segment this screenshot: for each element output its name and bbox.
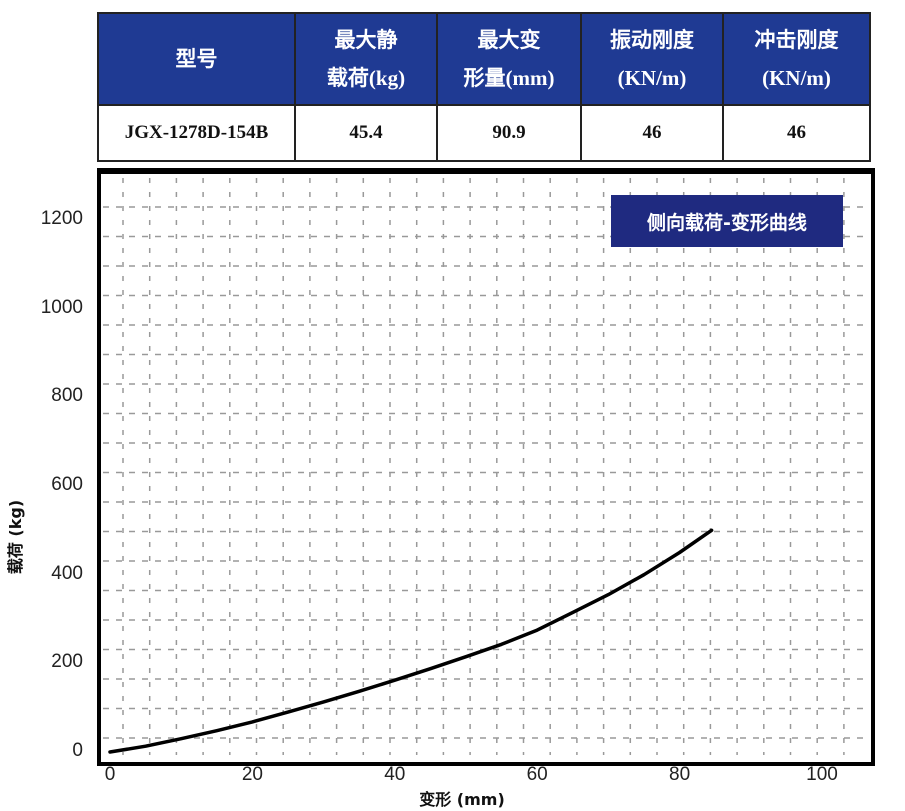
cell-max-deformation: 90.9 <box>436 104 582 162</box>
x-tick-label: 0 <box>104 764 116 785</box>
y-tick-label: 800 <box>51 385 83 407</box>
header-label: (KN/m) <box>617 66 687 90</box>
spec-data-row: JGX-1278D-154B 45.4 90.9 46 46 <box>97 104 871 162</box>
plot-area <box>97 168 875 766</box>
chart-title-box: 侧向载荷-变形曲线 <box>611 195 843 247</box>
y-tick-label: 200 <box>51 651 83 673</box>
y-axis-label: 载荷 (kg) <box>6 499 25 575</box>
grid-lines <box>103 178 866 755</box>
header-label: 最大变 <box>477 28 541 52</box>
header-label: (KN/m) <box>762 66 831 90</box>
header-label: 型号 <box>175 47 218 71</box>
spec-table: 型号 最大静载荷(kg) 最大变形量(mm) 振动刚度 (KN/m) 冲击刚度 (K… <box>97 12 871 162</box>
y-tick-label: 0 <box>72 740 83 761</box>
spec-header-row: 型号 最大静载荷(kg) 最大变形量(mm) 振动刚度 (KN/m) 冲击刚度 (K… <box>97 12 871 106</box>
header-label: 冲击刚度 <box>754 28 839 52</box>
y-tick-label: 600 <box>51 474 83 495</box>
header-label: 载荷(kg) <box>326 66 406 90</box>
cell-vibration-stiffness: 46 <box>580 104 724 162</box>
x-tick-label: 40 <box>384 764 406 785</box>
x-tick-label: 80 <box>669 764 691 785</box>
header-vibration-stiffness: 振动刚度 (KN/m) <box>580 12 724 106</box>
chart-title: 侧向载荷-变形曲线 <box>647 211 807 234</box>
header-max-static-load: 最大静载荷(kg) <box>294 12 438 106</box>
header-model: 型号 <box>97 12 296 106</box>
header-label: 形量(mm) <box>463 66 555 90</box>
y-tick-label: 1200 <box>40 208 83 229</box>
cell-impact-stiffness: 46 <box>722 104 871 162</box>
x-tick-label: 20 <box>241 764 263 785</box>
x-tick-label: 100 <box>806 764 838 785</box>
cell-max-static-load: 45.4 <box>294 104 438 162</box>
header-max-deformation: 最大变形量(mm) <box>436 12 582 106</box>
cell-model: JGX-1278D-154B <box>97 104 296 162</box>
y-tick-label: 400 <box>51 562 83 584</box>
header-label: 最大静 <box>334 28 398 52</box>
x-tick-label: 60 <box>526 764 548 785</box>
x-axis-label: 变形 (mm) <box>419 790 505 809</box>
y-tick-label: 1000 <box>40 296 83 318</box>
header-label: 振动刚度 <box>610 28 694 52</box>
load-deformation-curve <box>108 528 714 754</box>
header-impact-stiffness: 冲击刚度 (KN/m) <box>722 12 871 106</box>
